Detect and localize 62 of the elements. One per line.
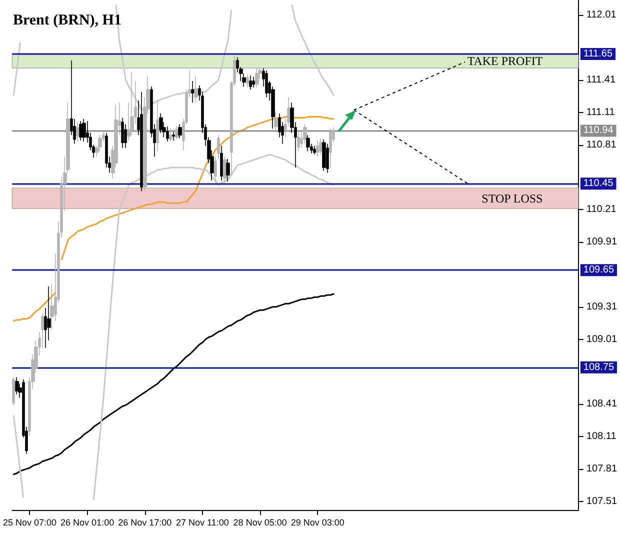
y-tick-label: 109.31 (586, 301, 618, 312)
candlestick (313, 145, 316, 155)
y-tick-label: 108.41 (586, 398, 618, 410)
x-tick-label: 29 Nov 03:00 (290, 518, 344, 528)
candlestick (217, 134, 220, 160)
candlestick (255, 68, 259, 88)
candlestick (316, 140, 319, 158)
candlestick (226, 158, 230, 182)
x-tick-label: 28 Nov 05:00 (233, 518, 287, 528)
y-tick-label: 109.01 (586, 334, 618, 345)
candlestick (220, 145, 223, 181)
ref-line-label: 111.65 (583, 48, 613, 60)
candlestick (265, 70, 268, 98)
candlestick (159, 113, 163, 134)
candlestick (121, 117, 124, 148)
candlestick (306, 134, 310, 152)
ref-line-label: 109.65 (583, 264, 614, 276)
candlestick (246, 74, 249, 88)
candlestick (172, 131, 175, 141)
candlestick (303, 124, 307, 144)
candlestick (175, 126, 179, 140)
band-label: STOP LOSS (482, 191, 543, 206)
candlestick (252, 76, 255, 88)
candlestick (140, 91, 143, 192)
ref-line-label: 110.94 (583, 125, 614, 136)
x-tick-label: 26 Nov 17:00 (118, 518, 172, 528)
candlestick (223, 156, 227, 184)
candlestick (76, 122, 79, 142)
candlestick (319, 138, 323, 155)
candlestick (178, 124, 182, 139)
x-tick-label: 27 Nov 11:00 (176, 518, 229, 528)
y-tick-label: 107.51 (586, 496, 618, 507)
y-tick-label: 108.11 (586, 431, 617, 442)
text: Brent (BRN), H1 (13, 12, 122, 28)
candlestick (329, 128, 332, 168)
y-tick-label: 110.81 (586, 139, 617, 150)
candlestick (322, 138, 326, 172)
candlestick (297, 132, 300, 152)
y-tick-label: 111.41 (586, 74, 616, 86)
candlestick (214, 156, 217, 184)
candlestick (82, 118, 86, 142)
x-tick-label: 25 Nov 07:00 (2, 518, 56, 528)
y-tick-label: 110.21 (586, 204, 617, 216)
candlestick (249, 75, 252, 90)
line-series (12, 293, 334, 476)
ref-line-label: 110.45 (583, 178, 614, 190)
candlestick (156, 100, 159, 152)
ref-line-label: 108.75 (583, 362, 614, 373)
y-tick-label: 109.91 (586, 236, 618, 248)
candlestick (191, 80, 195, 104)
band-label: TAKE PROFIT (467, 54, 544, 68)
x-tick-label: 26 Nov 01:00 (60, 518, 114, 528)
candlestick (12, 376, 15, 406)
candlestick (194, 75, 198, 104)
candlestick (274, 110, 278, 132)
y-tick-label: 112.01 (586, 10, 617, 21)
y-tick-label: 111.11 (586, 106, 616, 118)
candlestick (326, 143, 329, 174)
candlestick (15, 376, 19, 395)
candlestick (169, 128, 172, 142)
y-tick-label: 107.81 (586, 463, 618, 474)
candlestick (166, 126, 169, 142)
